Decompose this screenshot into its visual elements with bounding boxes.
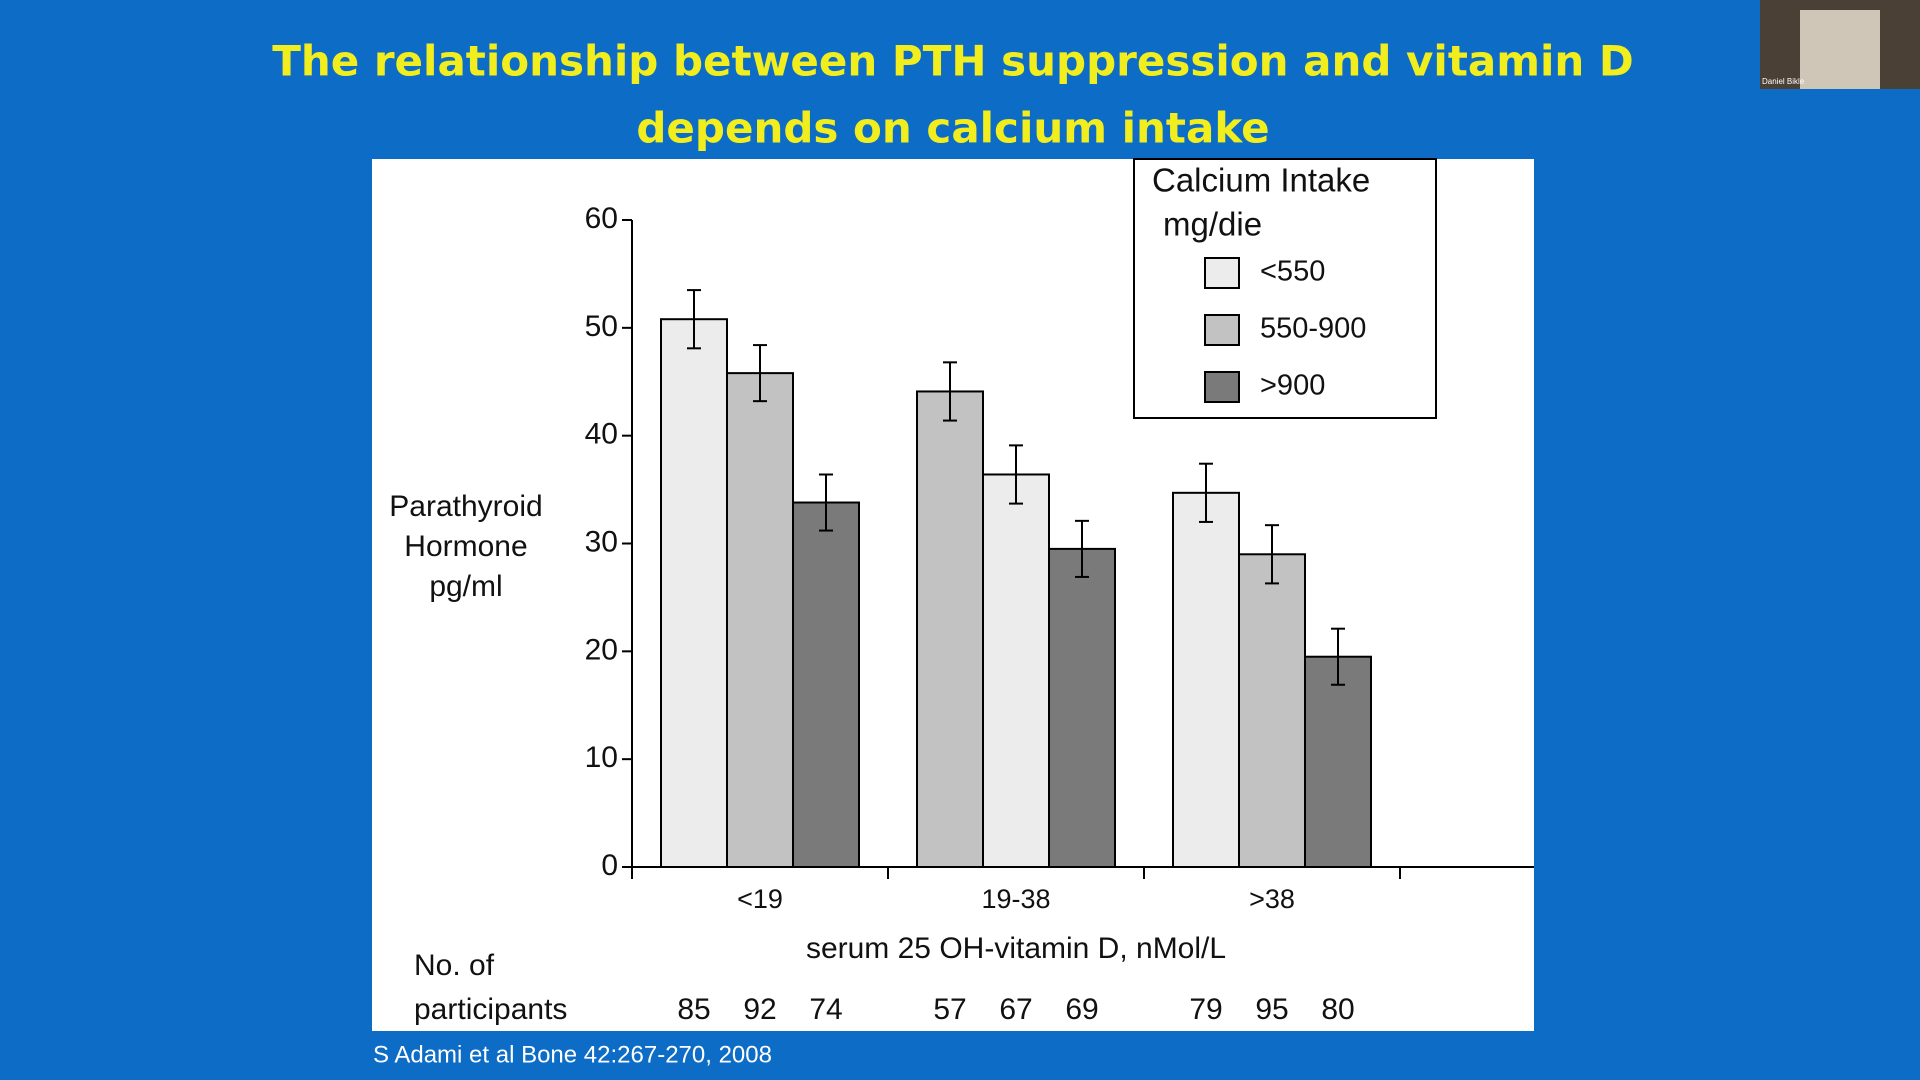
legend-swatch: [1204, 257, 1240, 289]
participants-label: participants: [414, 993, 567, 1026]
bar: [916, 390, 984, 868]
participant-count: 80: [1321, 993, 1354, 1026]
participant-count: 92: [743, 993, 776, 1026]
y-tick-label: 0: [601, 849, 618, 882]
y-tick-label: 50: [585, 310, 618, 343]
legend-label: <550: [1260, 256, 1325, 288]
y-axis-label: pg/ml: [429, 570, 502, 603]
y-tick-label: 10: [585, 741, 618, 774]
x-axis-label: serum 25 OH-vitamin D, nMol/L: [806, 932, 1226, 965]
bar: [1172, 491, 1240, 868]
bar: [982, 473, 1050, 868]
participants-label: No. of: [414, 949, 495, 982]
presenter-name: Daniel Bikle: [1762, 77, 1805, 86]
bar: [1048, 547, 1116, 868]
participant-count: 79: [1189, 993, 1222, 1026]
y-axis-label: Hormone: [404, 530, 527, 563]
participant-count: 95: [1255, 993, 1288, 1026]
legend-swatch: [1204, 314, 1240, 346]
chart: 0 10 20 30 40 50 60 Parathyroid Hormone pg/ml seru…: [389, 158, 1534, 1026]
x-tick-label: >38: [1249, 884, 1295, 914]
y-tick-label: 40: [585, 418, 618, 451]
bar: [726, 372, 794, 868]
participant-count: 57: [933, 993, 966, 1026]
legend-title: mg/die: [1163, 206, 1262, 243]
y-tick-label: 20: [585, 633, 618, 666]
legend-swatch: [1204, 371, 1240, 403]
participant-count: 69: [1065, 993, 1098, 1026]
legend-title: Calcium Intake: [1152, 162, 1370, 199]
bar: [792, 501, 860, 868]
y-axis-label: Parathyroid: [389, 490, 542, 523]
legend-box: [1133, 158, 1437, 419]
participant-count: 67: [999, 993, 1032, 1026]
bar: [660, 318, 728, 868]
webcam-person: [1800, 10, 1880, 89]
participant-count: 85: [677, 993, 710, 1026]
slide-title: depends on calcium intake: [636, 104, 1269, 153]
legend-label: 550-900: [1260, 313, 1366, 345]
bar: [1304, 655, 1372, 868]
legend-label: >900: [1260, 370, 1325, 402]
citation: S Adami et al Bone 42:267-270, 2008: [373, 1041, 772, 1068]
y-tick-label: 60: [585, 202, 618, 235]
x-tick-label: 19-38: [981, 884, 1050, 914]
bar: [1238, 553, 1306, 868]
participant-count: 74: [809, 993, 842, 1026]
slide-title: The relationship between PTH suppression…: [272, 37, 1634, 86]
y-tick-label: 30: [585, 525, 618, 558]
x-tick-label: <19: [737, 884, 783, 914]
